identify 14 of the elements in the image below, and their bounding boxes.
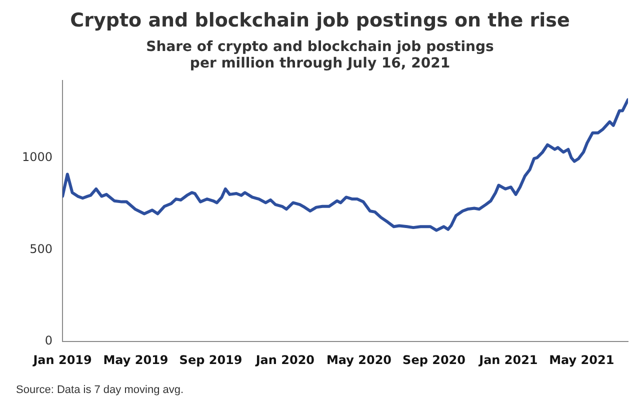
y-tick-label: 1000 [22,150,53,164]
x-tick-label: Jan 2019 [32,352,92,367]
x-tick-label: Sep 2020 [402,352,466,367]
x-tick-label: Jan 2020 [254,352,315,367]
y-tick-label: 500 [30,242,53,256]
chart-title: Crypto and blockchain job postings on the rise [70,9,570,32]
x-tick-label: May 2020 [326,352,392,367]
x-tick-label: Jan 2021 [478,352,538,367]
source-note: Source: Data is 7 day moving avg. [16,384,185,396]
y-tick-label: 0 [44,334,53,348]
chart-subtitle: Share of crypto and blockchain job postings per million through July 16, 2021 [146,38,494,72]
x-tick-label: May 2021 [549,352,614,367]
x-tick-label: May 2019 [103,352,168,367]
x-tick-label: Sep 2019 [179,352,242,367]
